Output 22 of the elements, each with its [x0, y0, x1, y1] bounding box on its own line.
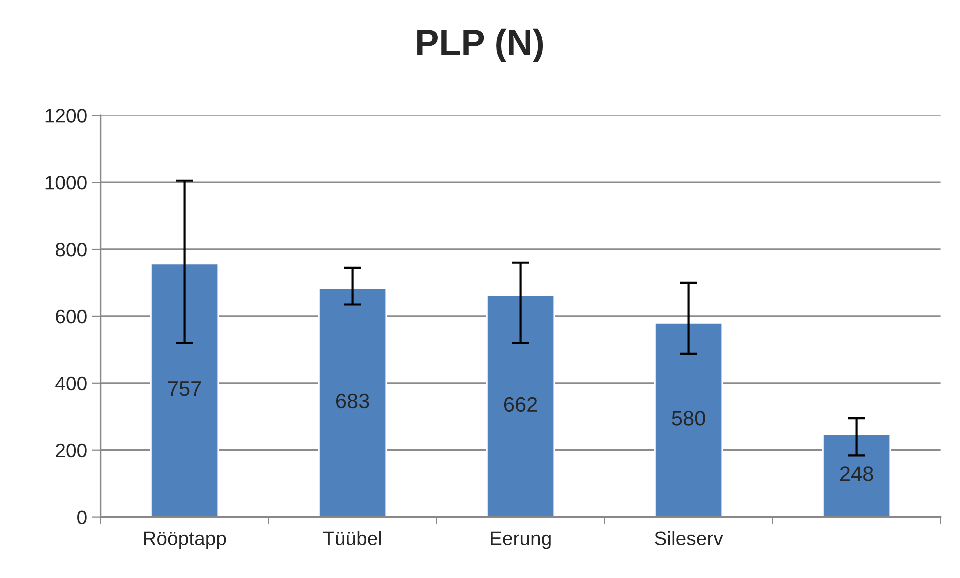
chart-title: PLP (N) [418, 28, 544, 63]
bar [822, 434, 892, 518]
y-tick-label: 1200 [46, 109, 87, 123]
data-label: 757 [168, 382, 202, 396]
bar [318, 288, 388, 518]
x-tick-label: Sileserv [655, 531, 724, 546]
y-tick-label: 0 [78, 510, 87, 525]
bar [150, 263, 220, 518]
x-tick-label: Rööptapp [144, 532, 226, 550]
data-label: 683 [336, 394, 370, 409]
y-tick-label: 200 [56, 444, 87, 458]
bar [654, 322, 724, 518]
y-tick-label: 800 [56, 242, 87, 257]
data-label: 580 [672, 411, 706, 426]
y-tick-label: 1000 [46, 176, 87, 190]
data-label: 662 [504, 397, 538, 412]
x-tick-label: Eerung [491, 532, 551, 550]
x-tick-label: Tüübel [324, 531, 382, 546]
bar [486, 295, 556, 518]
data-label: 248 [840, 466, 874, 482]
y-tick-label: 600 [56, 310, 87, 324]
y-tick-label: 400 [56, 376, 87, 391]
